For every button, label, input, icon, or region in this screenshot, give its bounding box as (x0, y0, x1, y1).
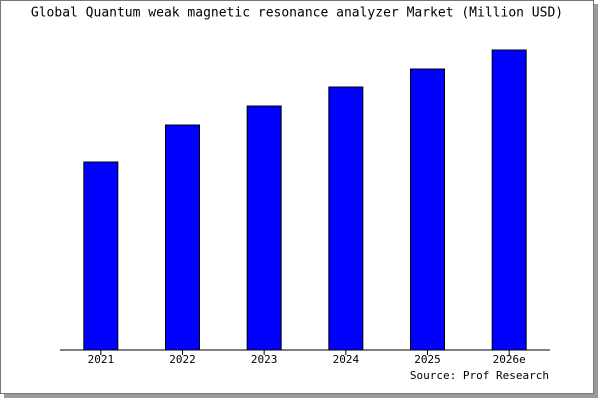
bar (165, 124, 200, 351)
x-tick-label: 2022 (169, 353, 196, 366)
source-note: Source: Prof Research (410, 369, 549, 382)
plot-area (60, 40, 550, 350)
x-tick-label: 2026e (493, 353, 526, 366)
chart-title: Global Quantum weak magnetic resonance a… (31, 6, 563, 21)
bar (246, 105, 282, 351)
x-tick-label: 2024 (333, 353, 360, 366)
x-tick-label: 2025 (414, 353, 441, 366)
bar (328, 86, 364, 351)
x-tick-label: 2023 (251, 353, 278, 366)
bar (410, 68, 445, 351)
x-tick-label: 2021 (88, 353, 115, 366)
bar (491, 49, 527, 351)
bar (83, 161, 119, 351)
